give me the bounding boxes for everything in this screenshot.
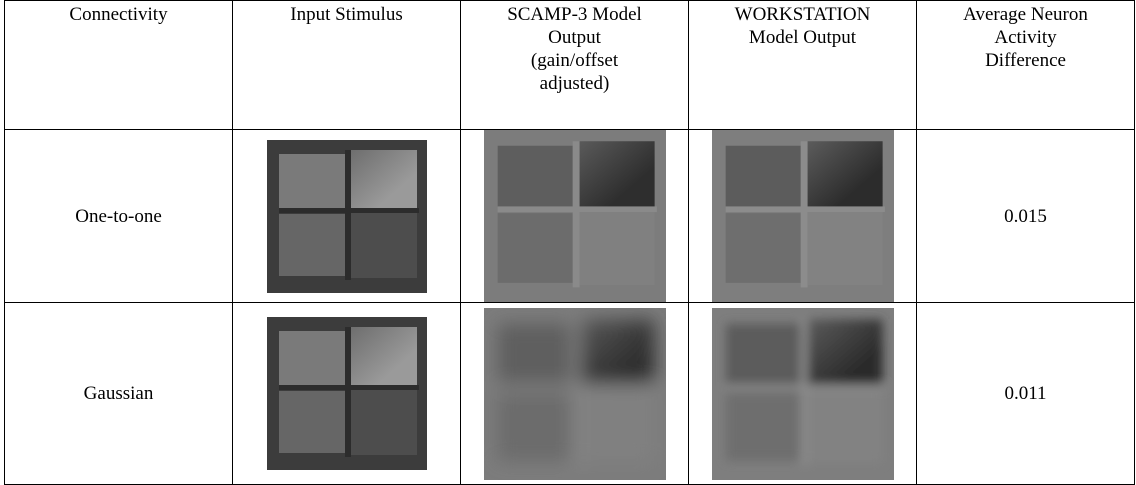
column-header: Connectivity xyxy=(4,0,233,130)
image xyxy=(483,307,666,480)
results-table: Connectivity Input Stimulus SCAMP-3 Model O… xyxy=(4,0,1135,485)
header-line: Difference xyxy=(985,50,1066,71)
image-cell xyxy=(460,302,689,485)
image xyxy=(483,130,666,302)
header-line: Output xyxy=(548,27,601,48)
column-header: Average Neuron Activity Difference xyxy=(916,0,1135,130)
header-row: Connectivity Input Stimulus SCAMP-3 Model O… xyxy=(4,0,1135,130)
table-row: One-to-one 0.015 xyxy=(4,129,1135,303)
image xyxy=(711,130,894,302)
header-line: SCAMP-3 Model xyxy=(507,4,642,25)
table-body: One-to-one 0.015 Gaussian xyxy=(4,129,1135,485)
image-cell xyxy=(232,302,461,485)
connectivity-cell: One-to-one xyxy=(4,129,233,303)
column-header: SCAMP-3 Model Output (gain/offset adjusted) xyxy=(460,0,689,130)
difference-cell: 0.015 xyxy=(916,129,1135,303)
header-line: Activity xyxy=(994,27,1057,48)
image-cell xyxy=(232,129,461,303)
column-header: WORKSTATION Model Output xyxy=(688,0,917,130)
image xyxy=(266,139,427,293)
table-row: Gaussian 0.011 xyxy=(4,302,1135,485)
header-line: (gain/offset xyxy=(530,50,619,71)
image xyxy=(266,317,427,470)
header-line: Input Stimulus xyxy=(290,4,403,25)
header-line: Average Neuron xyxy=(963,4,1088,25)
image-cell xyxy=(688,302,917,485)
header-line: adjusted) xyxy=(539,73,610,94)
image-cell xyxy=(460,129,689,303)
difference-cell: 0.011 xyxy=(916,302,1135,485)
header-line: Model Output xyxy=(748,27,857,48)
header-line: Connectivity xyxy=(69,4,168,25)
image-cell xyxy=(688,129,917,303)
connectivity-cell: Gaussian xyxy=(4,302,233,485)
image xyxy=(711,307,894,480)
column-header: Input Stimulus xyxy=(232,0,461,130)
header-line: WORKSTATION xyxy=(734,4,871,25)
page: {"table": { "headers": [ ["Connectivity"… xyxy=(4,0,1135,485)
